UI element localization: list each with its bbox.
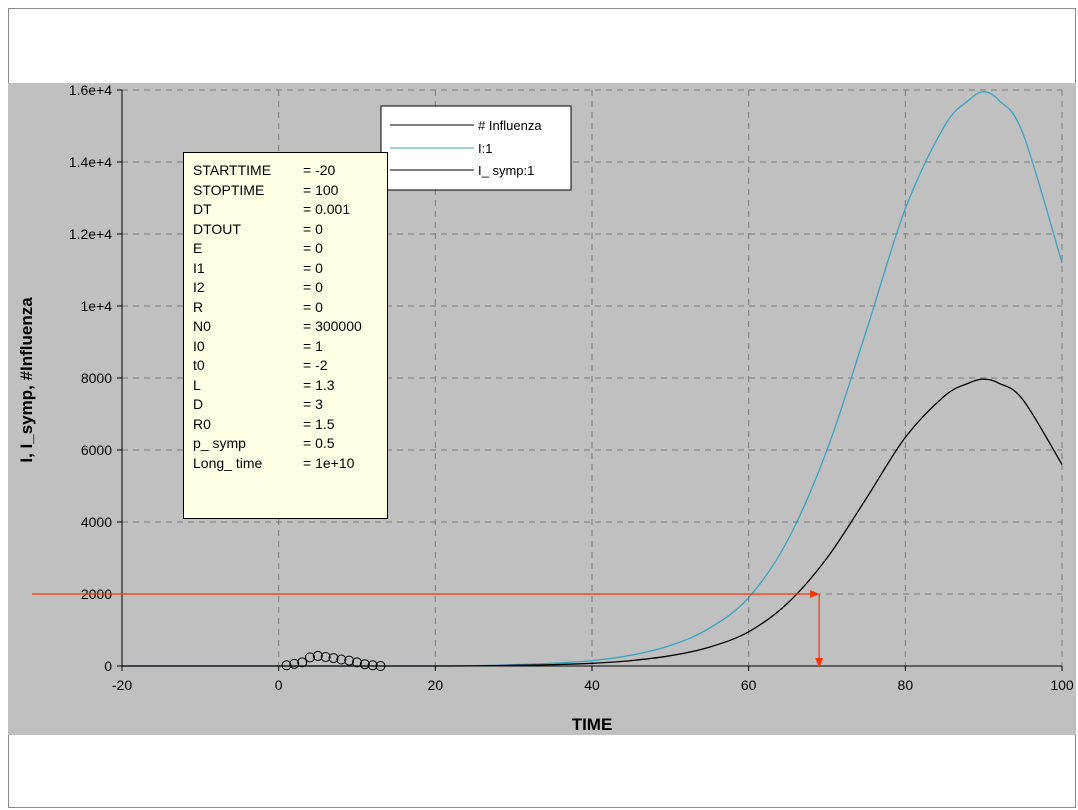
influenza-marker <box>305 652 315 663</box>
y-tick-label: 0 <box>104 658 112 674</box>
parameter-value: = 0 <box>303 259 323 276</box>
parameter-value: = 0 <box>303 220 323 237</box>
influenza-marker <box>344 655 355 666</box>
parameter-name: I1 <box>193 259 205 276</box>
y-tick-label: 8000 <box>81 370 112 386</box>
influenza-marker <box>281 660 292 671</box>
y-tick-label: 6000 <box>81 442 112 458</box>
parameter-name: p_ symp <box>193 435 246 451</box>
parameter-value: = 1.3 <box>303 376 335 393</box>
y-tick-label: 1.4e+4 <box>69 154 112 170</box>
influenza-marker <box>367 660 378 671</box>
parameter-name: I0 <box>193 337 205 354</box>
x-tick-label: 60 <box>741 677 757 693</box>
parameter-value: = 100 <box>303 181 339 198</box>
parameter-value: = 0.001 <box>303 201 351 217</box>
influenza-marker <box>328 653 339 664</box>
parameter-name: STOPTIME <box>193 181 265 198</box>
x-tick-label: -20 <box>112 677 132 693</box>
x-tick-label: 20 <box>428 677 444 693</box>
influenza-marker <box>336 654 347 665</box>
parameter-value: = 0 <box>303 240 323 256</box>
parameter-row: I0 = 1 <box>193 337 387 357</box>
x-tick-label: 0 <box>275 677 283 693</box>
series-line-1 <box>121 91 1063 667</box>
y-tick-label: 1.2e+4 <box>69 226 112 242</box>
legend: # Influenza I:1 I_ symp:1 <box>380 105 572 191</box>
influenza-marker <box>312 650 323 661</box>
parameter-value: = 1e+10 <box>303 454 355 471</box>
parameter-value: = 1 <box>303 337 323 354</box>
parameter-name: R0 <box>193 415 211 432</box>
parameter-name: Long_ time <box>193 454 263 471</box>
x-ticks: -20 0 20 40 60 80 100 <box>112 666 1074 693</box>
parameter-value: = 3 <box>303 396 323 412</box>
series-line-2 <box>121 378 1063 667</box>
parameter-row: N0 = 300000 <box>193 317 387 337</box>
legend-label-isymp: I_ symp:1 <box>478 163 534 178</box>
parameter-name: E <box>193 240 203 256</box>
parameter-row: E = 0 <box>193 239 387 259</box>
influenza-marker <box>289 658 300 669</box>
parameter-row: I1 = 0 <box>193 259 387 279</box>
parameter-row: R = 0 <box>193 298 387 318</box>
parameter-value: = 0 <box>303 298 323 315</box>
marker-group <box>281 650 386 671</box>
parameter-box: STARTTIME = -20 STOPTIME = 100 DT = 0.001 DTOU… <box>183 152 388 519</box>
influenza-marker <box>320 652 331 662</box>
influenza-marker <box>352 657 362 668</box>
parameter-row: p_ symp = 0.5 <box>193 434 387 454</box>
x-axis-title: TIME <box>572 715 613 734</box>
x-tick-label: 100 <box>1050 677 1074 693</box>
parameter-value: = -20 <box>303 162 336 178</box>
x-tick-label: 80 <box>898 677 914 693</box>
parameter-row: DTOUT = 0 <box>193 220 387 240</box>
parameter-name: I2 <box>193 279 205 295</box>
y-tick-label: 4000 <box>81 514 112 530</box>
parameter-name: L <box>193 376 201 393</box>
parameter-name: N0 <box>193 318 211 334</box>
x-tick-label: 40 <box>584 677 600 693</box>
parameter-row: Long_ time = 1e+10 <box>193 454 387 474</box>
parameter-row: STARTTIME = -20 <box>193 161 387 181</box>
annotation-group <box>32 590 824 668</box>
parameter-value: = 300000 <box>303 318 362 334</box>
parameter-row: I2 = 0 <box>193 278 387 298</box>
parameter-name: t0 <box>193 357 205 373</box>
legend-label-influenza: # Influenza <box>478 118 542 133</box>
parameter-name: D <box>193 396 204 412</box>
parameter-row: t0 = -2 <box>193 356 387 376</box>
y-axis-title: I, I_symp, #Influenza <box>17 297 36 463</box>
influenza-marker <box>375 661 386 671</box>
series-group <box>121 91 1063 667</box>
annotation-arrow-down <box>815 658 824 668</box>
parameter-row: L = 1.3 <box>193 376 387 396</box>
parameter-name: DT <box>193 201 212 217</box>
parameter-row: D = 3 <box>193 395 387 415</box>
parameter-value: = 0 <box>303 279 323 295</box>
influenza-marker <box>359 659 370 670</box>
y-tick-label: 1.6e+4 <box>69 82 112 98</box>
parameter-name: DTOUT <box>193 220 241 237</box>
annotation-arrow-right <box>810 590 820 598</box>
parameter-value: = -2 <box>303 357 328 373</box>
influenza-marker <box>297 657 308 668</box>
parameter-value: = 1.5 <box>303 415 335 432</box>
parameter-name: STARTTIME <box>193 162 272 178</box>
parameter-row: R0 = 1.5 <box>193 415 387 435</box>
parameter-row: STOPTIME = 100 <box>193 181 387 201</box>
parameter-name: R <box>193 298 204 315</box>
y-tick-label: 1e+4 <box>80 298 112 314</box>
parameter-row: DT = 0.001 <box>193 200 387 220</box>
parameter-value: = 0.5 <box>303 435 335 451</box>
legend-label-i: I:1 <box>478 141 492 156</box>
